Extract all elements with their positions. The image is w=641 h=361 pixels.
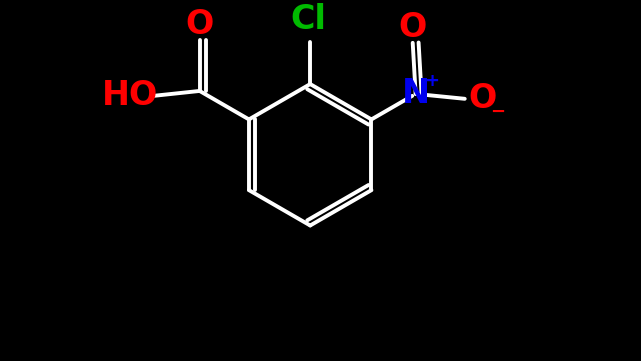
Text: O: O — [399, 10, 427, 44]
Text: O: O — [469, 82, 497, 115]
Text: Cl: Cl — [290, 3, 326, 36]
Text: +: + — [424, 72, 439, 90]
Text: O: O — [185, 8, 213, 41]
Text: HO: HO — [102, 79, 158, 112]
Text: −: − — [490, 103, 506, 121]
Text: N: N — [401, 77, 429, 110]
